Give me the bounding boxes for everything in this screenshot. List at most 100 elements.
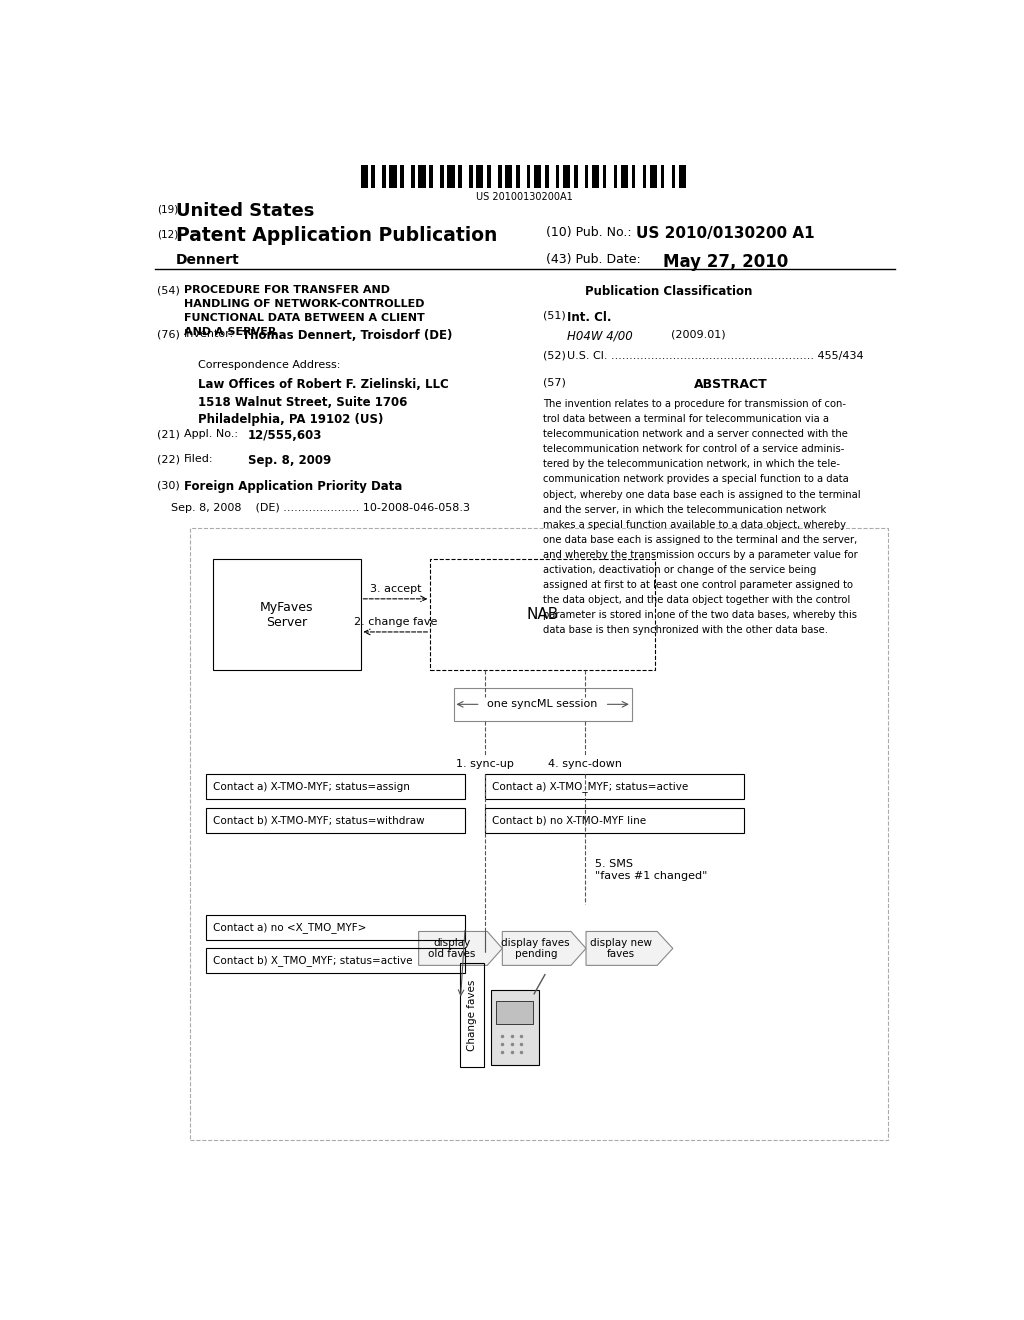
Bar [190,528,888,1140]
Text: tered by the telecommunication network, in which the tele-: tered by the telecommunication network, … [543,459,840,470]
Text: 2. change fave: 2. change fave [353,618,437,627]
Text: (57): (57) [543,378,565,388]
Text: 5. SMS
"faves #1 changed": 5. SMS "faves #1 changed" [595,859,707,880]
Bar [516,165,519,187]
Text: communication network provides a special function to a data: communication network provides a special… [543,474,848,484]
Polygon shape [503,932,586,965]
Bar [389,165,396,187]
Text: makes a special function available to a data object, whereby: makes a special function available to a … [543,520,846,529]
Text: one syncML session: one syncML session [487,700,598,709]
Text: Contact b) X-TMO-MYF; status=withdraw: Contact b) X-TMO-MYF; status=withdraw [213,816,425,825]
Bar [672,165,675,187]
Text: data base is then synchronized with the other data base.: data base is then synchronized with the … [543,624,827,635]
Text: Contact b) X_TMO_MYF; status=active: Contact b) X_TMO_MYF; status=active [213,956,413,966]
Bar [679,165,686,187]
Text: 1518 Walnut Street, Suite 1706: 1518 Walnut Street, Suite 1706 [198,396,408,409]
Bar [372,165,375,187]
Bar [545,165,549,187]
Bar [360,165,368,187]
Text: Contact a) no <X_TMO_MYF>: Contact a) no <X_TMO_MYF> [213,923,367,933]
Bar [411,165,415,187]
Text: telecommunication network and a server connected with the: telecommunication network and a server c… [543,429,848,440]
Bar [535,165,542,187]
Text: Foreign Application Priority Data: Foreign Application Priority Data [183,480,402,494]
Text: (30): (30) [158,480,180,490]
Text: and the server, in which the telecommunication network: and the server, in which the telecommuni… [543,504,826,515]
Text: Patent Application Publication: Patent Application Publication [176,226,498,246]
Text: Sep. 8, 2008    (DE) ..................... 10-2008-046-058.3: Sep. 8, 2008 (DE) ..................... … [171,503,470,513]
Bar [213,558,360,671]
Text: (76): (76) [158,330,180,339]
Text: activation, deactivation or change of the service being: activation, deactivation or change of th… [543,565,816,574]
Bar [660,165,665,187]
Bar [650,165,657,187]
Bar [469,165,473,187]
Bar [527,165,530,187]
Text: Filed:: Filed: [183,454,213,465]
Bar [429,165,433,187]
Text: 12/555,603: 12/555,603 [248,429,323,442]
Bar [382,165,386,187]
Bar [206,775,465,799]
Bar [621,165,628,187]
Bar [400,165,403,187]
Text: 3. accept: 3. accept [370,585,421,594]
Text: assigned at first to at least one control parameter assigned to: assigned at first to at least one contro… [543,579,853,590]
Text: Publication Classification: Publication Classification [586,285,753,298]
Text: ABSTRACT: ABSTRACT [693,378,768,391]
Text: (54): (54) [158,285,180,296]
Text: H04W 4/00: H04W 4/00 [567,330,633,342]
Text: US 2010/0130200 A1: US 2010/0130200 A1 [636,226,814,242]
Text: Contact a) X-TMO-MYF; status=assign: Contact a) X-TMO-MYF; status=assign [213,781,411,792]
Bar [419,165,426,187]
Bar [440,165,443,187]
Text: 1. sync-up: 1. sync-up [456,759,513,770]
Bar [490,990,539,1065]
Text: the data object, and the data object together with the control: the data object, and the data object tog… [543,594,850,605]
Text: parameter is stored in one of the two data bases, whereby this: parameter is stored in one of the two da… [543,610,857,619]
Text: United States: United States [176,202,314,220]
Text: Dennert: Dennert [176,253,240,267]
Bar [632,165,635,187]
Text: The invention relates to a procedure for transmission of con-: The invention relates to a procedure for… [543,400,846,409]
Text: Contact b) no X-TMO-MYF line: Contact b) no X-TMO-MYF line [493,816,646,825]
Text: display new
faves: display new faves [590,937,651,960]
Bar [556,165,559,187]
Bar [447,165,455,187]
Bar [484,808,744,833]
Bar [505,165,512,187]
Bar [206,915,465,940]
Bar [430,558,655,671]
Bar [563,165,570,187]
Text: (12): (12) [158,230,179,239]
Text: U.S. Cl. ........................................................ 455/434: U.S. Cl. ...............................… [567,351,864,360]
Text: 4. sync-down: 4. sync-down [548,759,623,770]
Text: Law Offices of Robert F. Zielinski, LLC: Law Offices of Robert F. Zielinski, LLC [198,378,449,391]
Bar [206,808,465,833]
Text: Contact a) X-TMO_MYF; status=active: Contact a) X-TMO_MYF; status=active [493,781,688,792]
Text: (19): (19) [158,205,179,215]
Text: Int. Cl.: Int. Cl. [567,312,612,323]
Text: and whereby the transmission occurs by a parameter value for: and whereby the transmission occurs by a… [543,549,857,560]
Text: (21): (21) [158,429,180,440]
Text: object, whereby one data base each is assigned to the terminal: object, whereby one data base each is as… [543,490,860,499]
Text: Correspondence Address:: Correspondence Address: [198,360,340,370]
Text: (52): (52) [543,351,565,360]
Bar [592,165,599,187]
Text: one data base each is assigned to the terminal and the server,: one data base each is assigned to the te… [543,535,857,545]
Text: US 20100130200A1: US 20100130200A1 [476,193,573,202]
Bar [487,165,490,187]
Text: (10) Pub. No.:: (10) Pub. No.: [547,226,632,239]
Bar [585,165,589,187]
Bar [613,165,617,187]
Text: MyFaves
Server: MyFaves Server [260,601,313,628]
Text: Thomas Dennert, Troisdorf (DE): Thomas Dennert, Troisdorf (DE) [242,330,453,342]
Text: display
old faves: display old faves [428,937,476,960]
Text: telecommunication network for control of a service adminis-: telecommunication network for control of… [543,445,844,454]
Bar [476,165,483,187]
Text: (2009.01): (2009.01) [671,330,725,339]
Text: Appl. No.:: Appl. No.: [183,429,238,440]
Polygon shape [419,932,503,965]
Bar [603,165,606,187]
Text: trol data between a terminal for telecommunication via a: trol data between a terminal for telecom… [543,414,828,425]
